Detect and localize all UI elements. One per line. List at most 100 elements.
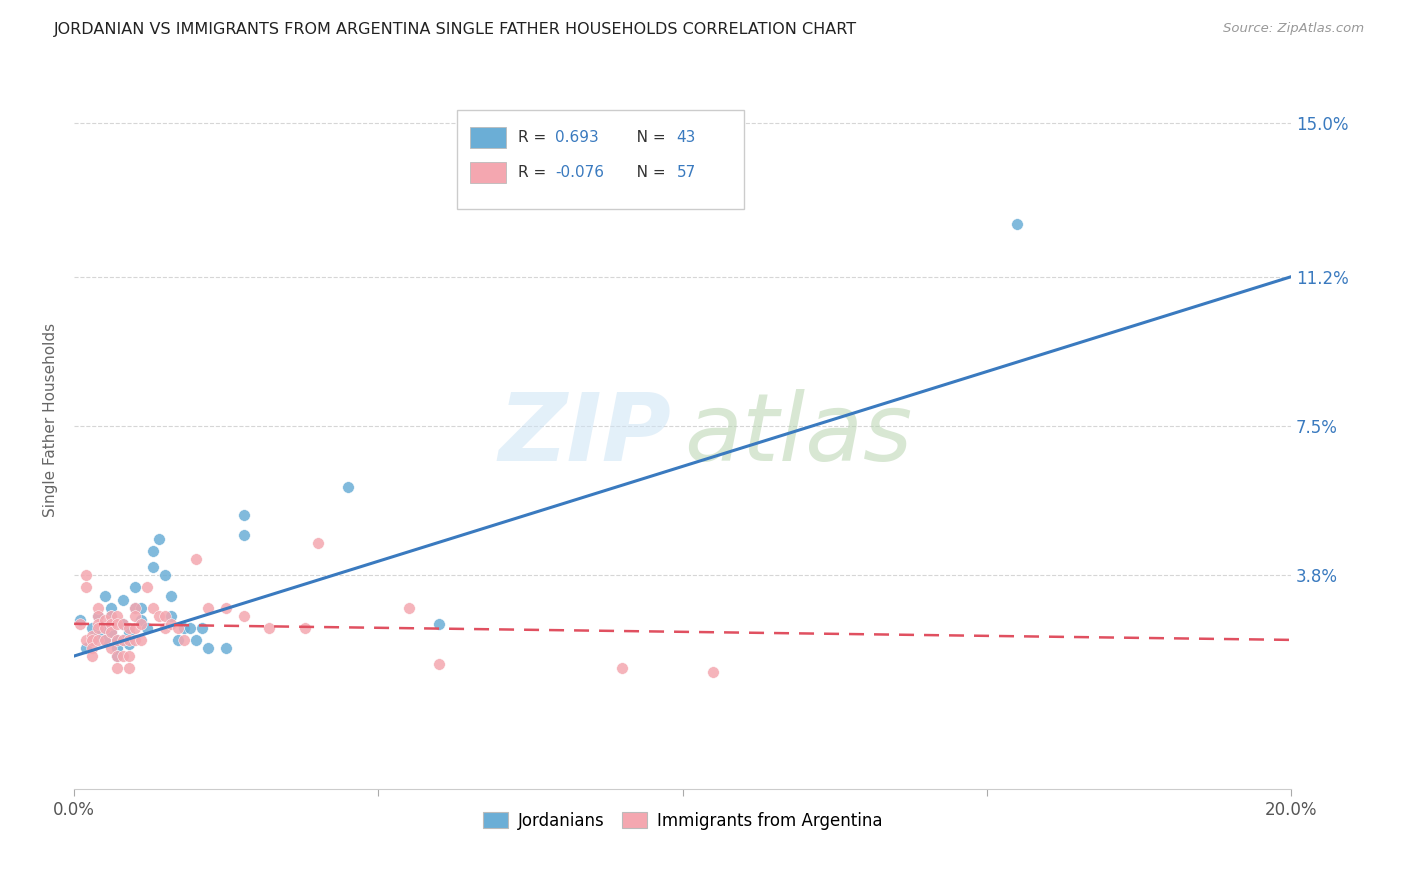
Point xyxy=(93,613,115,627)
Point xyxy=(124,621,146,635)
Point xyxy=(118,637,141,651)
Text: 43: 43 xyxy=(676,130,696,145)
Point xyxy=(111,632,134,647)
Point xyxy=(111,632,134,647)
Point xyxy=(294,621,316,635)
Text: 57: 57 xyxy=(676,165,696,180)
Point xyxy=(160,608,183,623)
Point xyxy=(87,616,110,631)
Point xyxy=(105,648,128,663)
Point xyxy=(233,608,256,623)
Text: R =: R = xyxy=(519,165,551,180)
Point xyxy=(129,632,152,647)
Point xyxy=(307,536,329,550)
Point xyxy=(155,608,177,623)
Point xyxy=(118,648,141,663)
Point xyxy=(75,640,97,655)
Point xyxy=(69,616,91,631)
Point xyxy=(100,600,122,615)
Point xyxy=(105,640,128,655)
Point xyxy=(93,621,115,635)
Point xyxy=(233,528,256,542)
Point xyxy=(155,621,177,635)
Text: N =: N = xyxy=(621,130,671,145)
Text: JORDANIAN VS IMMIGRANTS FROM ARGENTINA SINGLE FATHER HOUSEHOLDS CORRELATION CHAR: JORDANIAN VS IMMIGRANTS FROM ARGENTINA S… xyxy=(53,22,856,37)
Point xyxy=(93,621,115,635)
Point xyxy=(105,661,128,675)
Text: ZIP: ZIP xyxy=(499,389,672,481)
Point xyxy=(69,613,91,627)
Y-axis label: Single Father Households: Single Father Households xyxy=(44,323,58,517)
FancyBboxPatch shape xyxy=(470,162,506,183)
Point xyxy=(702,665,724,680)
Point xyxy=(111,648,134,663)
Point xyxy=(124,608,146,623)
Point xyxy=(118,621,141,635)
Point xyxy=(100,624,122,639)
Point xyxy=(75,632,97,647)
Point xyxy=(82,648,104,663)
Point xyxy=(93,589,115,603)
Point xyxy=(118,632,141,647)
Point xyxy=(142,544,165,558)
Point xyxy=(129,616,152,631)
Point xyxy=(136,621,159,635)
Point xyxy=(118,624,141,639)
Point xyxy=(105,632,128,647)
Point xyxy=(155,568,177,582)
Point xyxy=(87,621,110,635)
Point xyxy=(257,621,280,635)
Point xyxy=(129,600,152,615)
Point xyxy=(93,632,115,647)
FancyBboxPatch shape xyxy=(457,110,744,210)
Point xyxy=(124,600,146,615)
Point xyxy=(118,661,141,675)
Point xyxy=(87,608,110,623)
Point xyxy=(105,648,128,663)
Point xyxy=(215,640,238,655)
Point xyxy=(160,616,183,631)
Point xyxy=(87,600,110,615)
Point xyxy=(610,661,633,675)
Point xyxy=(142,560,165,574)
Point xyxy=(1007,217,1029,231)
Point xyxy=(173,632,195,647)
Point xyxy=(142,600,165,615)
Point xyxy=(82,640,104,655)
Point xyxy=(82,621,104,635)
Point xyxy=(82,632,104,647)
Point xyxy=(75,568,97,582)
Point xyxy=(191,621,214,635)
Point xyxy=(100,608,122,623)
Point xyxy=(427,616,450,631)
Point xyxy=(87,608,110,623)
Point xyxy=(93,632,115,647)
Point xyxy=(427,657,450,672)
Point xyxy=(166,632,188,647)
Point xyxy=(100,616,122,631)
Point xyxy=(215,600,238,615)
Point xyxy=(129,613,152,627)
Point xyxy=(136,581,159,595)
Point xyxy=(75,581,97,595)
Point xyxy=(184,552,207,566)
Point xyxy=(105,616,128,631)
Point xyxy=(87,632,110,647)
FancyBboxPatch shape xyxy=(470,128,506,148)
Point xyxy=(398,600,420,615)
Point xyxy=(105,632,128,647)
Point xyxy=(87,629,110,643)
Legend: Jordanians, Immigrants from Argentina: Jordanians, Immigrants from Argentina xyxy=(477,805,889,837)
Point xyxy=(124,632,146,647)
Point xyxy=(82,629,104,643)
Point xyxy=(100,624,122,639)
Text: atlas: atlas xyxy=(685,389,912,480)
Point xyxy=(124,581,146,595)
Point xyxy=(148,532,170,546)
Point xyxy=(173,621,195,635)
Point xyxy=(100,608,122,623)
Point xyxy=(233,508,256,522)
Text: N =: N = xyxy=(621,165,671,180)
Text: 0.693: 0.693 xyxy=(555,130,599,145)
Point xyxy=(82,632,104,647)
